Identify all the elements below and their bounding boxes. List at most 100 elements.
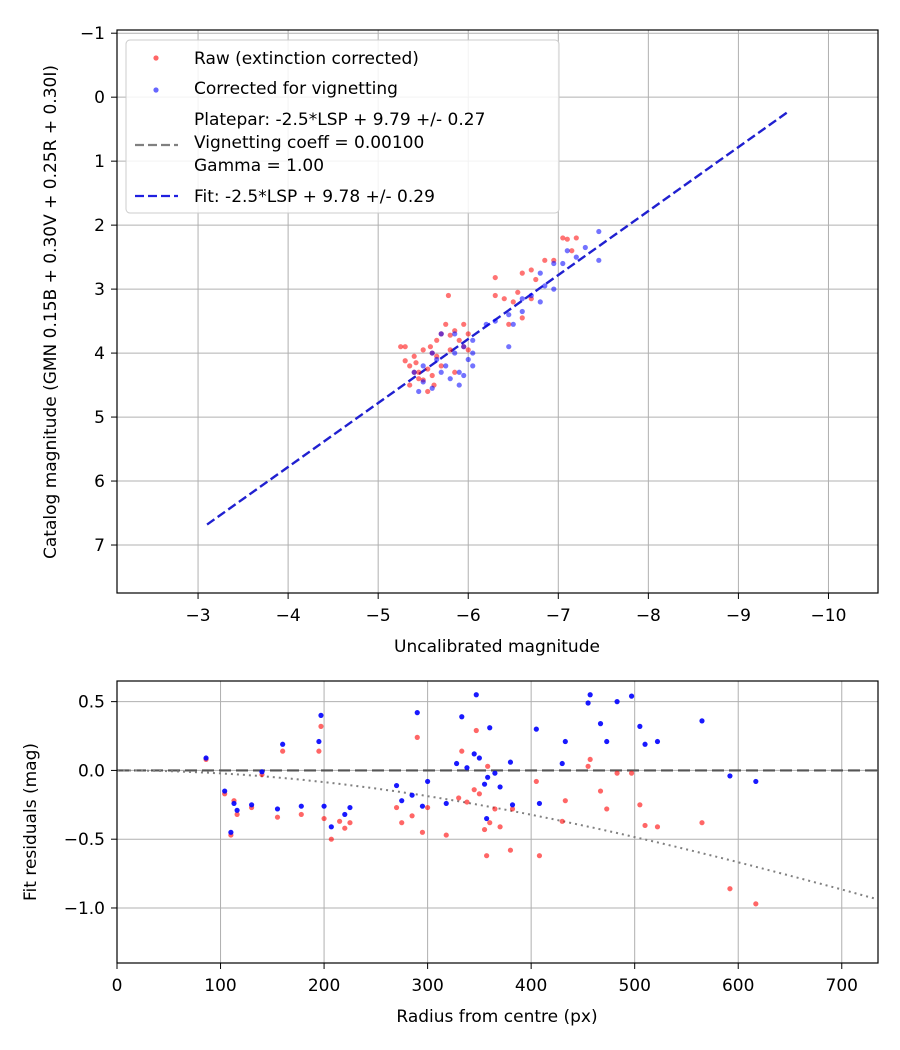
residual-corrected-point-4	[234, 807, 240, 813]
raw-point-37	[564, 236, 570, 242]
residual-raw-point-22	[425, 804, 431, 811]
raw-point-1	[398, 344, 404, 350]
residual-corrected-point-30	[484, 815, 490, 822]
residual-corrected-point-48	[642, 741, 648, 747]
legend-platepar-line1: Platepar: -2.5*LSP + 9.79 +/- 0.27	[194, 110, 485, 130]
residual-raw-point-23	[443, 832, 449, 838]
corrected-point-37	[420, 363, 426, 369]
residual-corrected-point-21	[425, 778, 431, 785]
residual-raw-point-25	[459, 748, 465, 754]
raw-point-2	[407, 363, 413, 369]
raw-point-24	[425, 388, 431, 395]
legend-corrected-marker	[153, 87, 159, 93]
residual-raw-point-31	[484, 853, 490, 859]
top-ytick-label-4: 3	[94, 280, 105, 300]
corrected-point-14	[434, 356, 440, 363]
bottom-points	[203, 692, 759, 907]
top-xtick-label-3: −6	[456, 606, 481, 626]
corrected-point-12	[452, 331, 458, 337]
residual-corrected-point-38	[536, 800, 543, 807]
legend-platepar-line2: Vignetting coeff = 0.00100	[194, 133, 424, 153]
bottom-ytick-label-0: 0.5	[78, 693, 105, 713]
bottom-xtick-label-1: 100	[204, 976, 236, 996]
residual-raw-point-17	[393, 804, 400, 811]
fit-line	[206, 110, 789, 526]
residual-corrected-point-43	[597, 721, 604, 727]
residual-raw-point-45	[604, 806, 610, 812]
residual-raw-point-9	[298, 811, 304, 818]
raw-point-31	[519, 270, 525, 276]
raw-point-47	[447, 347, 453, 353]
residual-raw-point-20	[414, 734, 420, 741]
corrected-point-9	[461, 344, 467, 350]
legend-box	[125, 39, 560, 214]
residual-corrected-point-22	[443, 800, 449, 807]
residual-corrected-point-8	[280, 741, 286, 747]
residual-raw-point-51	[699, 820, 705, 826]
residual-raw-point-48	[637, 802, 643, 808]
corrected-point-7	[443, 363, 449, 369]
residual-raw-point-21	[419, 829, 426, 835]
raw-point-45	[427, 344, 434, 350]
legend-raw-label: Raw (extinction corrected)	[194, 49, 419, 69]
raw-point-27	[492, 292, 498, 299]
residual-corrected-point-49	[654, 738, 661, 745]
residual-raw-point-41	[562, 798, 568, 804]
residual-corrected-point-2	[228, 829, 234, 835]
raw-point-26	[492, 274, 498, 281]
raw-point-16	[445, 292, 452, 299]
raw-point-4	[416, 369, 422, 375]
bottom-grid	[116, 681, 878, 963]
residual-raw-point-53	[753, 901, 759, 907]
residual-corrected-point-37	[533, 726, 539, 732]
residual-corrected-point-28	[476, 755, 482, 761]
bottom-xtick-label-7: 700	[826, 976, 858, 996]
residual-corrected-point-41	[585, 700, 591, 706]
top-ytick-label-0: −1	[80, 24, 105, 44]
raw-point-10	[443, 321, 449, 327]
bottom-xtick-label-6: 600	[722, 976, 754, 996]
residual-corrected-point-15	[347, 804, 353, 811]
top-xtick-label-7: −10	[811, 606, 847, 626]
bottom-xtick-label-5: 500	[618, 976, 650, 996]
bottom-xtick-label-0: 0	[112, 976, 123, 996]
top-ytick-label-7: 6	[94, 472, 105, 492]
bottom-ticks: 0 100 200 300 400 500 600 700 0.5 0.0 −0.5 −1.0	[64, 693, 858, 996]
raw-point-33	[533, 276, 539, 283]
residual-raw-point-19	[409, 813, 415, 819]
residual-corrected-point-50	[699, 718, 705, 724]
residual-raw-point-42	[585, 763, 591, 769]
residual-corrected-point-27	[473, 692, 479, 698]
residual-corrected-point-46	[628, 693, 635, 699]
raw-point-34	[542, 257, 548, 263]
residual-raw-point-36	[507, 847, 514, 853]
residual-corrected-point-23	[454, 760, 460, 767]
corrected-point-6	[456, 382, 462, 388]
residual-raw-point-8	[280, 748, 286, 754]
corrected-point-17	[483, 321, 489, 327]
corrected-point-38	[429, 350, 435, 356]
top-xtick-label-0: −3	[186, 606, 211, 626]
raw-point-11	[447, 332, 453, 338]
corrected-point-27	[573, 254, 579, 260]
residual-raw-point-13	[328, 836, 334, 842]
raw-point-25	[461, 321, 467, 327]
raw-point-41	[519, 315, 525, 321]
residual-raw-point-40	[559, 818, 565, 824]
raw-point-44	[452, 369, 458, 375]
residual-corrected-point-20	[419, 803, 426, 809]
corrected-point-3	[416, 388, 422, 395]
residual-raw-point-32	[485, 763, 491, 769]
residual-corrected-point-16	[393, 782, 400, 789]
corrected-point-32	[537, 270, 543, 276]
corrected-point-36	[470, 363, 476, 369]
residual-corrected-point-18	[409, 792, 415, 798]
corrected-point-5	[447, 376, 453, 382]
residual-corrected-point-52	[753, 778, 759, 785]
top-ytick-label-3: 2	[94, 216, 105, 236]
residual-raw-point-16	[347, 820, 353, 826]
residual-raw-point-12	[321, 815, 327, 822]
corrected-point-13	[438, 331, 444, 337]
residual-corrected-point-44	[604, 738, 610, 745]
residual-corrected-point-36	[509, 802, 516, 808]
